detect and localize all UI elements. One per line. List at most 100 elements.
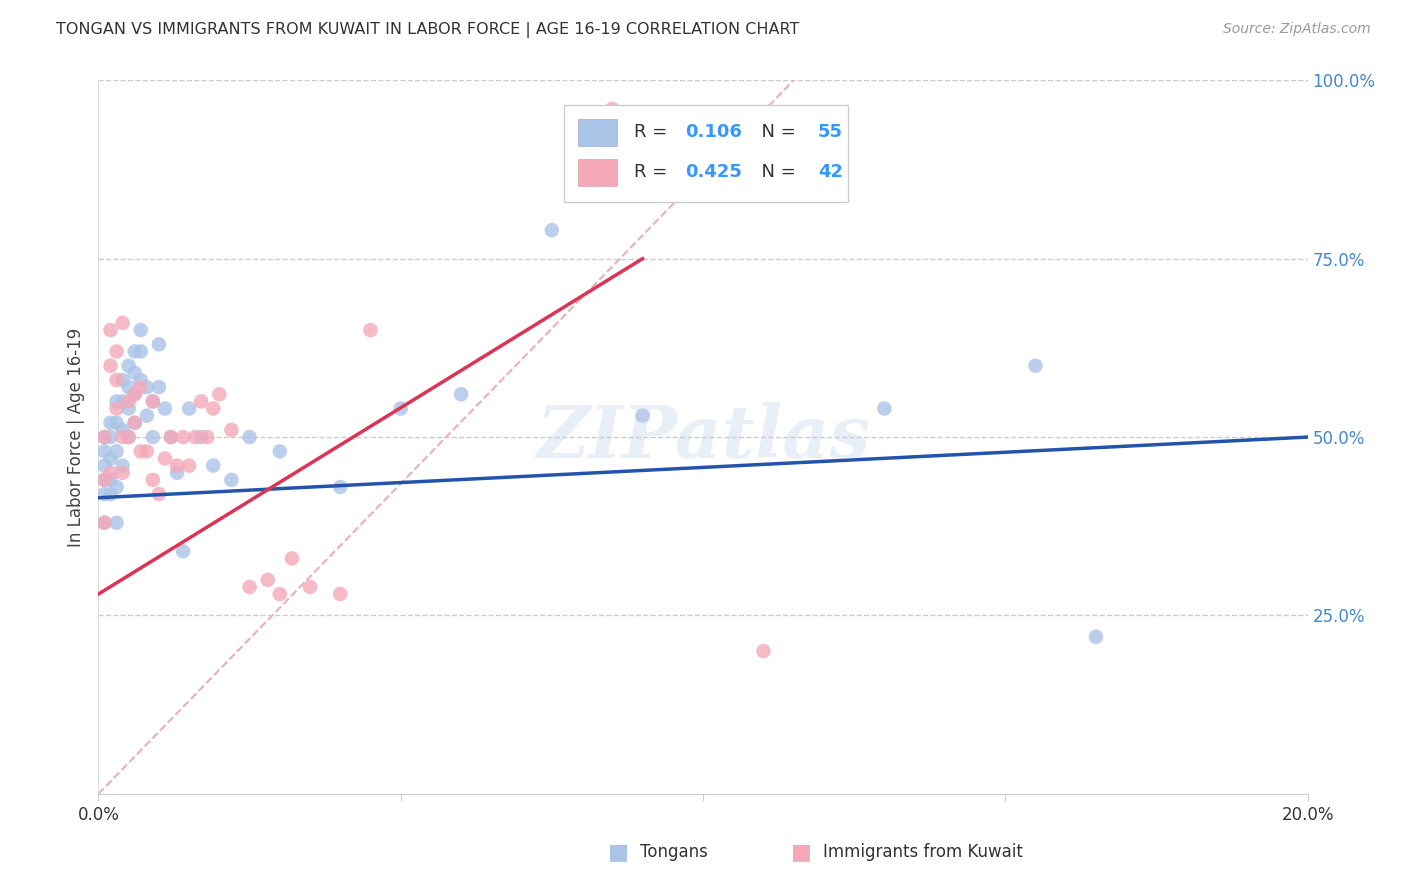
Point [93, 458, 115, 473]
Point [100, 416, 122, 430]
Point [179, 401, 201, 416]
Point [239, 430, 262, 444]
FancyBboxPatch shape [578, 159, 617, 186]
Point [195, 430, 218, 444]
Point [299, 580, 322, 594]
Text: ■: ■ [792, 842, 811, 862]
Point [105, 373, 128, 387]
Point [118, 430, 141, 444]
FancyBboxPatch shape [578, 119, 617, 146]
Point [93, 473, 115, 487]
Point [631, 409, 654, 423]
Point [111, 458, 134, 473]
Point [118, 380, 141, 394]
Point [111, 423, 134, 437]
Point [93, 430, 115, 444]
Point [166, 458, 188, 473]
Point [752, 644, 775, 658]
Point [256, 573, 278, 587]
Point [172, 430, 194, 444]
Point [129, 380, 152, 394]
Point [450, 387, 472, 401]
Point [100, 323, 122, 337]
Point [124, 366, 146, 380]
Point [208, 387, 231, 401]
Text: R =: R = [634, 123, 673, 141]
Text: 0.425: 0.425 [685, 163, 742, 181]
Point [166, 466, 188, 480]
Text: Tongans: Tongans [640, 843, 707, 861]
Point [1024, 359, 1046, 373]
Point [153, 401, 176, 416]
Point [160, 430, 183, 444]
Point [111, 373, 134, 387]
Point [93, 444, 115, 458]
Text: TONGAN VS IMMIGRANTS FROM KUWAIT IN LABOR FORCE | AGE 16-19 CORRELATION CHART: TONGAN VS IMMIGRANTS FROM KUWAIT IN LABO… [56, 22, 800, 38]
Point [360, 323, 382, 337]
Point [100, 430, 122, 444]
Text: Immigrants from Kuwait: Immigrants from Kuwait [823, 843, 1022, 861]
Point [142, 473, 165, 487]
Point [153, 451, 176, 466]
Point [100, 487, 122, 501]
Text: ZIPatlas: ZIPatlas [536, 401, 870, 473]
Point [221, 473, 243, 487]
Point [124, 416, 146, 430]
Point [148, 380, 170, 394]
Point [135, 444, 157, 458]
Point [93, 487, 115, 501]
Point [329, 587, 352, 601]
Point [111, 316, 134, 330]
Point [118, 394, 141, 409]
Point [100, 466, 122, 480]
FancyBboxPatch shape [564, 105, 848, 202]
Point [184, 430, 207, 444]
Point [269, 587, 291, 601]
Y-axis label: In Labor Force | Age 16-19: In Labor Force | Age 16-19 [66, 327, 84, 547]
Point [124, 387, 146, 401]
Point [100, 359, 122, 373]
Point [111, 430, 134, 444]
Point [239, 580, 262, 594]
Point [100, 473, 122, 487]
Point [124, 387, 146, 401]
Point [118, 359, 141, 373]
Text: 55: 55 [818, 123, 842, 141]
Point [111, 394, 134, 409]
Point [540, 223, 562, 237]
Point [172, 544, 194, 558]
Point [100, 451, 122, 466]
Point [118, 401, 141, 416]
Point [105, 401, 128, 416]
Point [129, 323, 152, 337]
Point [202, 458, 225, 473]
Text: R =: R = [634, 163, 673, 181]
Text: 0.106: 0.106 [685, 123, 742, 141]
Point [105, 444, 128, 458]
Point [93, 430, 115, 444]
Text: Source: ZipAtlas.com: Source: ZipAtlas.com [1223, 22, 1371, 37]
Point [105, 394, 128, 409]
Point [124, 344, 146, 359]
Point [329, 480, 352, 494]
Point [105, 416, 128, 430]
Point [142, 394, 165, 409]
Point [93, 473, 115, 487]
Point [1085, 630, 1108, 644]
Point [111, 466, 134, 480]
Point [269, 444, 291, 458]
Point [105, 516, 128, 530]
Point [135, 380, 157, 394]
Point [221, 423, 243, 437]
Point [93, 516, 115, 530]
Point [124, 416, 146, 430]
Point [105, 480, 128, 494]
Point [873, 401, 896, 416]
Point [135, 409, 157, 423]
Text: N =: N = [751, 123, 801, 141]
Point [148, 487, 170, 501]
Point [93, 516, 115, 530]
Point [190, 394, 212, 409]
Point [129, 373, 152, 387]
Point [129, 444, 152, 458]
